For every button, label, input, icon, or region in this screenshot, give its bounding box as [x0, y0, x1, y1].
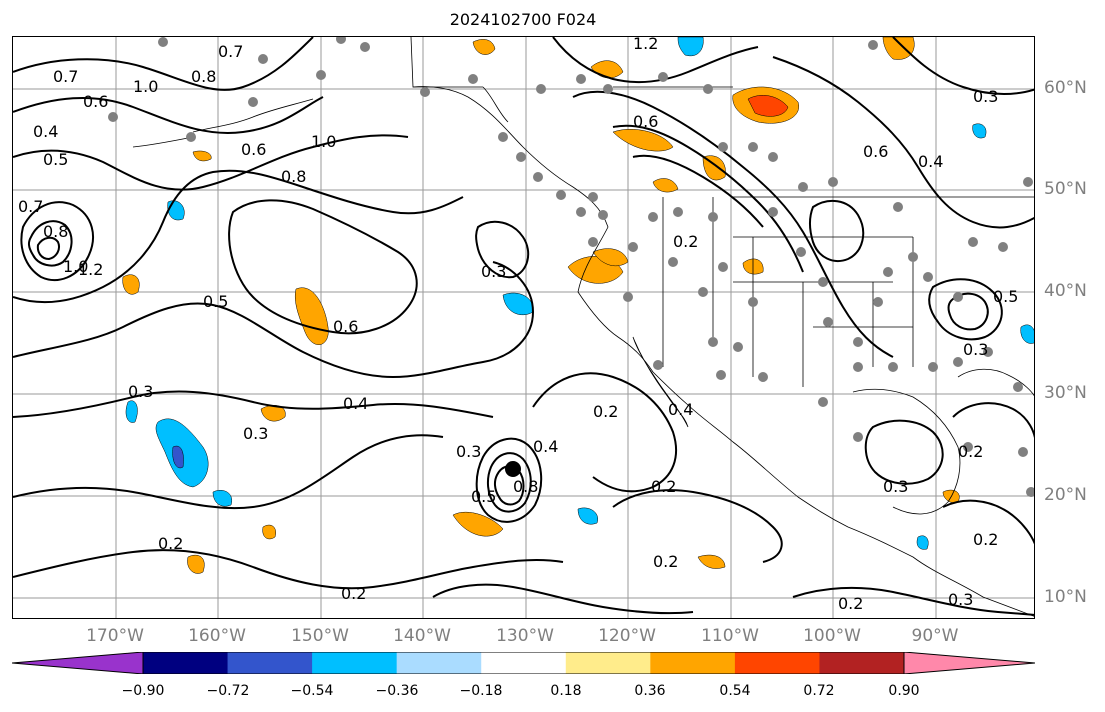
contour-label: 1.2 [78, 260, 103, 279]
colorbar-segment [143, 652, 229, 674]
lon-label: 140°W [393, 626, 451, 646]
contour-label: 0.3 [243, 424, 268, 443]
contour-label: 0.2 [651, 477, 676, 496]
lon-label: 100°W [803, 626, 861, 646]
contour-label: 0.8 [281, 167, 306, 186]
contour-label: 0.3 [973, 87, 998, 106]
contour-label: 0.5 [471, 487, 496, 506]
contour-label: 0.6 [633, 112, 658, 131]
station-markers [108, 37, 1034, 497]
contour-label: 0.4 [33, 122, 58, 141]
lon-label: 170°W [86, 626, 144, 646]
lon-label: 130°W [496, 626, 554, 646]
contour-label: 0.2 [341, 584, 366, 603]
colorbar-tick-label: −0.18 [459, 683, 503, 699]
contour-label: 0.4 [918, 152, 943, 171]
colorbar-segment [819, 652, 905, 674]
colorbar-tick-label: −0.90 [121, 683, 165, 699]
colorbar-segment [565, 652, 651, 674]
colorbar-tick-label: −0.36 [375, 683, 419, 699]
lat-label: 10°N [1044, 587, 1087, 607]
contour-label: 0.3 [128, 382, 153, 401]
contour-label: 0.5 [993, 287, 1018, 306]
colorbar-segment [312, 652, 398, 674]
contour-label: 0.7 [18, 197, 43, 216]
contour-label: 0.6 [863, 142, 888, 161]
contour-label: 0.3 [883, 477, 908, 496]
contour-label: 1.0 [133, 77, 158, 96]
colorbar-extend-high [904, 652, 1035, 674]
contour-label: 0.3 [963, 340, 988, 359]
contour-label: 0.6 [83, 92, 108, 111]
graticule [13, 37, 1034, 618]
colorbar-tick-label: −0.54 [290, 683, 334, 699]
contour-label: 0.6 [333, 317, 358, 336]
contour-label: 0.5 [43, 150, 68, 169]
colorbar-tick-label: 0.90 [888, 683, 920, 699]
weather-map: 0.7 1.0 0.8 0.6 0.4 0.5 0.7 0.8 1.0 1.2 … [12, 36, 1035, 619]
contours [13, 37, 1034, 616]
colorbar-tick-label: 0.36 [634, 683, 666, 699]
colorbar-tick-label: 0.72 [803, 683, 835, 699]
colorbar-tick-label: −0.72 [206, 683, 250, 699]
lon-label: 160°W [188, 626, 246, 646]
lat-label: 20°N [1044, 485, 1087, 505]
contour-label: 0.3 [456, 442, 481, 461]
contour-label: 0.2 [158, 534, 183, 553]
colorbar-tick-label: 0.18 [550, 683, 582, 699]
colorbar-segment [650, 652, 736, 674]
lon-label: 90°W [911, 626, 959, 646]
contour-label: 0.3 [481, 262, 506, 281]
contour-label: 0.4 [668, 400, 693, 419]
colorbar-tick-label: 0.54 [719, 683, 751, 699]
lat-label: 60°N [1044, 78, 1087, 98]
contour-label: 0.5 [203, 292, 228, 311]
storm-center-marker [505, 461, 521, 477]
lat-label: 30°N [1044, 383, 1087, 403]
colorbar-segment [396, 652, 482, 674]
map-title: 2024102700 F024 [449, 10, 597, 29]
contour-label: 0.6 [241, 140, 266, 159]
contour-label: 0.2 [673, 232, 698, 251]
contour-label: 0.2 [958, 442, 983, 461]
contour-label: 0.7 [53, 67, 78, 86]
contour-label: 0.8 [43, 222, 68, 241]
contour-label: 0.2 [838, 594, 863, 613]
lat-label: 50°N [1044, 179, 1087, 199]
lon-label: 110°W [701, 626, 759, 646]
contour-label: 1.0 [311, 132, 336, 151]
lat-label: 40°N [1044, 281, 1087, 301]
colorbar-segment [227, 652, 313, 674]
contour-label: 0.2 [973, 530, 998, 549]
contour-label: 1.2 [633, 37, 658, 53]
contour-label: 0.2 [593, 402, 618, 421]
map-canvas: 0.7 1.0 0.8 0.6 0.4 0.5 0.7 0.8 1.0 1.2 … [13, 37, 1034, 618]
colorbar [12, 652, 1035, 674]
contour-label: 1.0 [63, 257, 88, 276]
contour-label: 0.2 [653, 552, 678, 571]
contour-label: 0.3 [948, 590, 973, 609]
contour-label: 0.4 [343, 394, 368, 413]
lon-label: 120°W [598, 626, 656, 646]
contour-label: 0.7 [218, 42, 243, 61]
contour-label: 0.8 [191, 67, 216, 86]
contour-label: 0.4 [533, 437, 558, 456]
contour-label: 0.8 [513, 477, 538, 496]
colorbar-segment [734, 652, 820, 674]
colorbar-extend-low [12, 652, 143, 674]
colorbar-segment [481, 652, 567, 674]
lon-label: 150°W [291, 626, 349, 646]
contour-labels: 0.7 1.0 0.8 0.6 0.4 0.5 0.7 0.8 1.0 1.2 … [18, 37, 1018, 613]
